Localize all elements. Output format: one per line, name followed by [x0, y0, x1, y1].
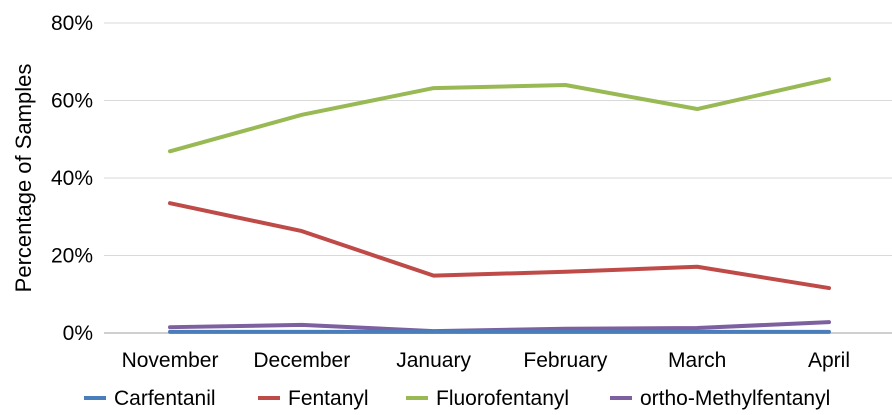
x-tick-label: March [668, 349, 726, 372]
series-line-ortho-methylfentanyl [168, 320, 831, 334]
x-tick-label: January [396, 349, 471, 372]
y-tick-label: 0% [63, 322, 93, 345]
series-line-fentanyl [168, 201, 831, 291]
legend: Carfentanil Fentanyl Fluorofentanyl ortho-M… [84, 387, 830, 410]
legend-label: Fluorofentanyl [436, 387, 569, 410]
series-lines [168, 77, 831, 334]
x-tick-label: April [808, 349, 850, 372]
x-tick-label: November [122, 349, 219, 372]
series-line-fluorofentanyl [168, 77, 831, 154]
y-axis-title: Percentage of Samples [11, 64, 36, 293]
x-axis-ticks: November December January February March Apri… [122, 349, 850, 372]
y-tick-label: 80% [51, 12, 93, 35]
legend-label: Fentanyl [288, 387, 369, 410]
gridlines [104, 22, 892, 256]
x-tick-label: February [523, 349, 608, 372]
y-tick-label: 40% [51, 167, 93, 190]
legend-label: Carfentanil [114, 387, 216, 410]
y-tick-label: 20% [51, 245, 93, 268]
x-tick-label: December [253, 349, 350, 372]
legend-label: ortho-Methylfentanyl [640, 387, 830, 410]
y-tick-label: 60% [51, 90, 93, 113]
y-axis-ticks: 0% 20% 40% 60% 80% [51, 12, 93, 345]
